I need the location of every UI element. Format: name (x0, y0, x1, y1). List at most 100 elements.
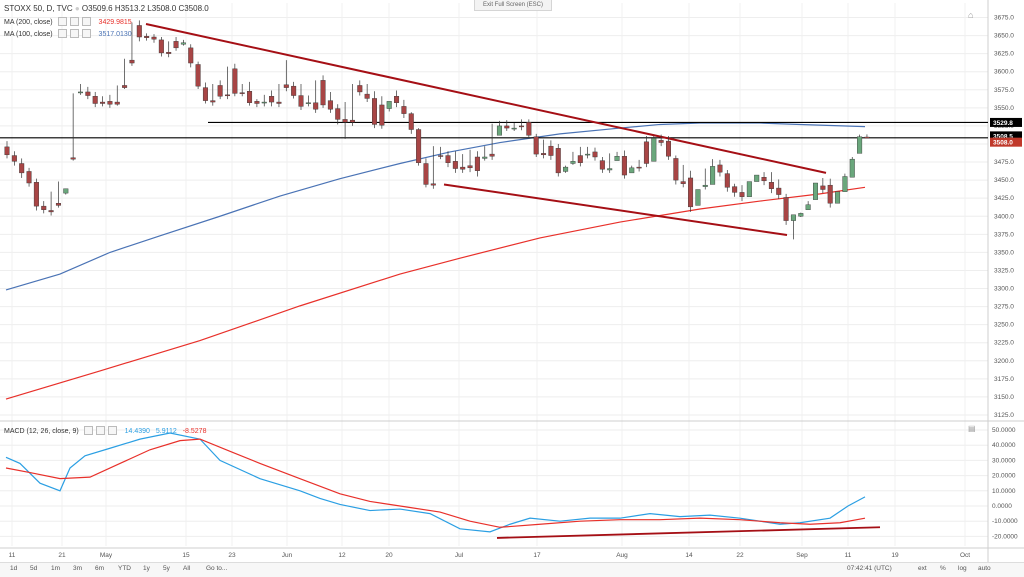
time-tick-label: 19 (891, 552, 899, 559)
candle-body (92, 96, 98, 104)
candle-body (864, 136, 870, 139)
candle-body (467, 165, 473, 169)
candle-body (563, 166, 569, 172)
candle-body (827, 184, 833, 204)
candle-body (732, 186, 738, 193)
time-tick-label: 22 (736, 552, 744, 559)
toggle-ext[interactable]: ext (918, 565, 927, 572)
timeframe-all[interactable]: All (183, 565, 191, 572)
timeframe-ytd[interactable]: YTD (118, 565, 131, 572)
candle-body (151, 36, 157, 40)
time-tick-label: 12 (338, 552, 346, 559)
candle-body (849, 158, 855, 178)
macd-tick-label: -10.0000 (992, 518, 1018, 525)
goto-date-button[interactable]: Go to... (206, 565, 228, 572)
toggle-log[interactable]: log (958, 565, 967, 572)
toggle-auto[interactable]: auto (978, 565, 991, 572)
candle-body (144, 36, 150, 38)
candle-body (261, 101, 267, 104)
candle-body (805, 204, 811, 210)
candle-body (511, 127, 517, 130)
ma200-line (5, 186, 866, 400)
pane-controls-icon[interactable]: ▤ (968, 424, 976, 433)
toggle-percent[interactable]: % (940, 565, 946, 572)
candle-body (269, 96, 275, 103)
candle-body (195, 64, 201, 87)
candle-body (408, 113, 414, 130)
price-tick-label: 3550.0 (994, 105, 1014, 112)
candle-body (504, 125, 510, 129)
candle-body (438, 155, 444, 157)
candle-body (541, 153, 547, 156)
settings-icon[interactable] (95, 426, 105, 435)
candle-body (217, 85, 223, 97)
candle-body (452, 161, 458, 169)
price-badge-mid-bg (990, 131, 1022, 141)
candle-body (813, 182, 819, 200)
candle-body (26, 171, 32, 184)
candle-body (247, 91, 253, 103)
time-tick-label: 17 (533, 552, 541, 559)
candle-body (85, 91, 91, 96)
candle-body (19, 163, 25, 174)
candle-body (482, 156, 488, 159)
timeframe-6m[interactable]: 6m (95, 565, 105, 572)
close-icon[interactable] (81, 17, 91, 26)
descending-trendline-upper (145, 23, 827, 174)
candle-body (100, 101, 106, 104)
exit-fullscreen-button[interactable]: Exit Full Screen (ESC) (474, 0, 552, 11)
candle-body (129, 59, 135, 64)
settings-icon[interactable] (69, 29, 79, 38)
timeframe-5d[interactable]: 5d (30, 565, 38, 572)
descending-trendline-lower (443, 183, 788, 237)
eye-icon[interactable] (57, 17, 67, 26)
candle-body (496, 125, 502, 136)
candle-body (776, 187, 782, 195)
timeframe-1y[interactable]: 1y (143, 565, 150, 572)
candle-body (460, 166, 466, 170)
candle-body (180, 42, 186, 45)
price-tick-label: 3575.0 (994, 87, 1014, 94)
macd-tick-label: 10.0000 (992, 488, 1016, 495)
candle-body (364, 93, 370, 99)
candle-body (320, 80, 326, 106)
timeframe-3m[interactable]: 3m (73, 565, 83, 572)
grid-lines (0, 3, 988, 546)
candle-body (710, 166, 716, 185)
close-icon[interactable] (107, 426, 117, 435)
time-tick-label: Jun (282, 552, 293, 559)
candle-body (173, 41, 179, 49)
candle-body (283, 84, 289, 88)
timeframe-1m[interactable]: 1m (51, 565, 61, 572)
time-tick-label: 11 (845, 552, 852, 559)
macd-tick-label: -20.0000 (992, 533, 1018, 540)
candle-body (555, 148, 561, 174)
eye-icon[interactable] (57, 29, 67, 38)
macd-signal-line (5, 438, 866, 528)
price-tick-label: 3600.0 (994, 69, 1014, 76)
timeframe-5y[interactable]: 5y (163, 565, 170, 572)
macd-signal-value: -8.5278 (182, 428, 207, 435)
macd-line (5, 432, 866, 533)
timeframe-1d[interactable]: 1d (10, 565, 18, 572)
price-badge-upper: 3529.8 (993, 120, 1013, 127)
candle-body (651, 137, 657, 162)
candle-body (77, 91, 83, 94)
candle-body (41, 205, 47, 210)
candle-body (239, 92, 245, 94)
close-icon[interactable] (81, 29, 91, 38)
eye-icon[interactable] (83, 426, 93, 435)
candle-body (202, 87, 208, 101)
candle-body (835, 191, 841, 204)
candle-body (349, 119, 355, 123)
time-tick-label: Jul (455, 552, 464, 559)
candle-body (107, 101, 113, 105)
price-tick-label: 3400.0 (994, 213, 1014, 220)
settings-icon[interactable] (69, 17, 79, 26)
camera-icon[interactable]: ⌂ (968, 10, 974, 20)
price-tick-label: 3325.0 (994, 267, 1014, 274)
ohlc-values: O3509.6 H3513.2 L3508.0 C3508.0 (81, 4, 209, 13)
candle-body (386, 101, 392, 109)
candle-body (63, 188, 69, 194)
